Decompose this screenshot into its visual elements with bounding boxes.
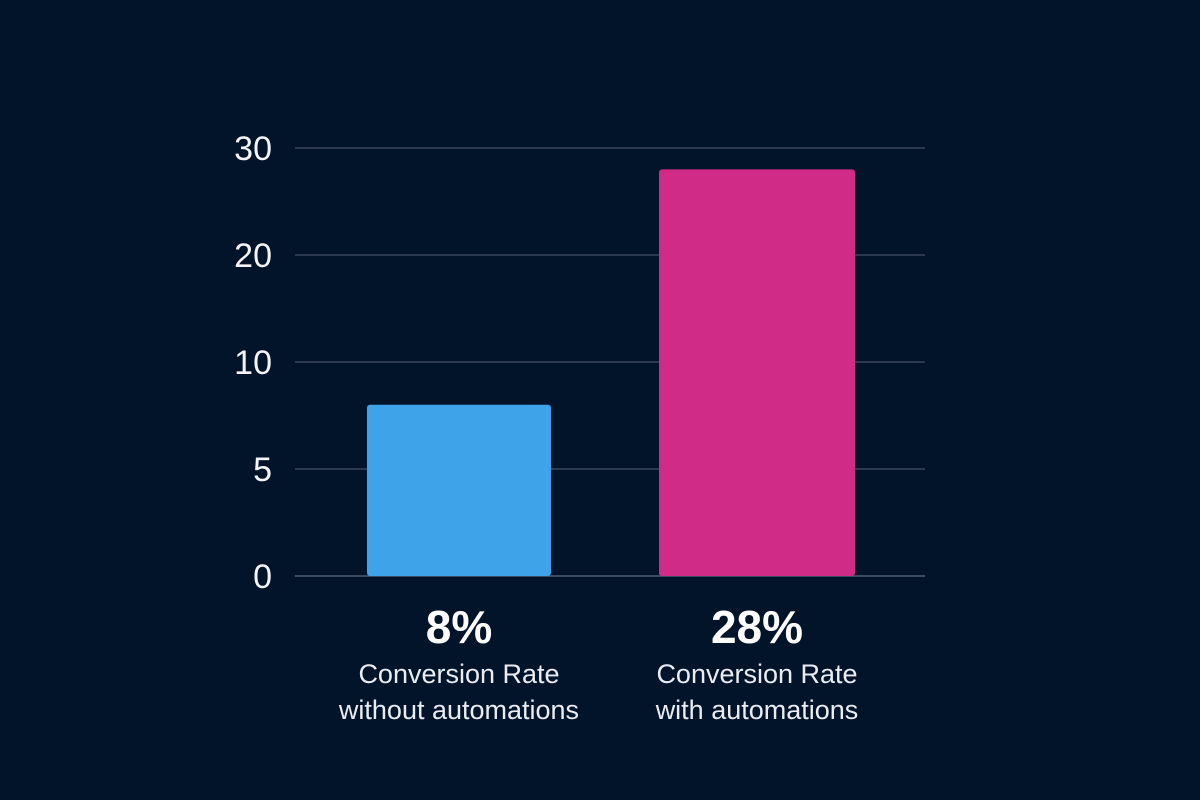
y-tick-label: 0 bbox=[253, 558, 272, 596]
bar-1 bbox=[367, 404, 551, 576]
bar-2 bbox=[659, 169, 855, 576]
bar-value-label: 8% bbox=[426, 601, 492, 653]
y-tick-label: 30 bbox=[234, 130, 272, 168]
category-label-line2: with automations bbox=[655, 695, 859, 725]
y-tick-label: 20 bbox=[234, 237, 272, 275]
bars bbox=[367, 169, 855, 576]
bar-value-label: 28% bbox=[711, 601, 803, 653]
category-label-line1: Conversion Rate bbox=[656, 659, 857, 689]
category-label-line2: without automations bbox=[338, 695, 579, 725]
y-axis-ticks: 30 20 10 5 0 bbox=[234, 130, 272, 596]
y-tick-label: 10 bbox=[234, 344, 272, 382]
category-label-line1: Conversion Rate bbox=[358, 659, 559, 689]
y-tick-label: 5 bbox=[253, 451, 272, 489]
bar-labels: 8% Conversion Rate without automations 28% C… bbox=[338, 601, 858, 725]
